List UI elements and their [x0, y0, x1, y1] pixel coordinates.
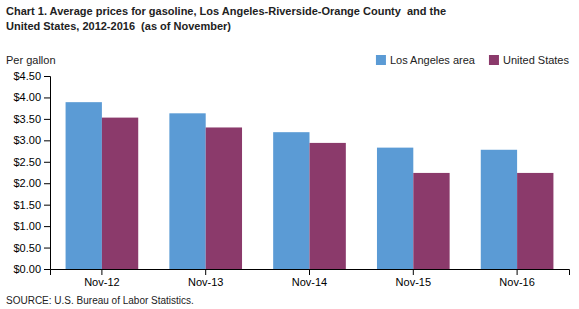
y-tick-label: $3.00 — [13, 134, 41, 146]
legend-swatch — [376, 55, 386, 65]
x-tick: Nov-14 — [292, 269, 327, 288]
y-tick-mark — [44, 269, 50, 270]
bar — [377, 148, 413, 269]
bar — [102, 118, 138, 269]
title: Chart 1. Average prices for gasoline, Lo… — [6, 5, 446, 32]
chart: Chart 1. Average prices for gasoline, Lo… — [0, 0, 579, 309]
y-tick-mark — [44, 183, 50, 184]
y-tick-label: $2.00 — [13, 177, 41, 189]
bar — [413, 173, 449, 269]
y-label: Per gallon — [6, 54, 56, 66]
bar — [273, 132, 309, 269]
legend: Los Angeles area United States — [376, 54, 570, 66]
legend-swatch — [489, 55, 499, 65]
y-tick-label: $1.50 — [13, 199, 41, 211]
x-tick: Nov-16 — [499, 269, 534, 288]
bar — [310, 143, 346, 269]
y-tick-label: $4.50 — [13, 70, 41, 82]
series — [102, 118, 554, 269]
y-tick-mark — [44, 97, 50, 98]
y-tick-label: $3.50 — [13, 113, 41, 125]
y-tick: $3.00 — [13, 134, 50, 146]
legend-label: United States — [503, 54, 570, 66]
y-tick: $2.00 — [13, 177, 50, 189]
y-tick: $3.50 — [13, 113, 50, 125]
plot: $0.00 $0.50 $1.00 $1.50 $2.00 $2.50 $3.00 $3.50… — [13, 70, 569, 288]
y-tick: $4.50 — [13, 70, 50, 82]
y-tick-label: $1.00 — [13, 220, 41, 232]
y-tick: $0.00 — [13, 263, 50, 275]
x-tick-label: Nov-14 — [292, 276, 327, 288]
y-tick-mark — [44, 140, 50, 141]
x-tick: Nov-13 — [188, 269, 223, 288]
x-tick-label: Nov-13 — [188, 276, 223, 288]
y-tick-label: $4.00 — [13, 91, 41, 103]
x-tick-mark — [101, 269, 102, 275]
y-tick-mark — [44, 76, 50, 77]
x-tick-mark — [205, 269, 206, 275]
bar — [169, 113, 205, 269]
y-tick-mark — [44, 248, 50, 249]
y-tick: $1.50 — [13, 199, 50, 211]
y-tick-mark — [44, 119, 50, 120]
x-tick-mark — [413, 269, 414, 275]
legend-label: Los Angeles area — [390, 54, 476, 66]
y-tick-mark — [44, 226, 50, 227]
legend-item: Los Angeles area — [376, 54, 476, 66]
bar — [66, 102, 102, 269]
y-tick: $2.50 — [13, 156, 50, 168]
legend-item: United States — [489, 54, 570, 66]
x-tick: Nov-12 — [84, 269, 119, 288]
x-tick: Nov-15 — [396, 269, 431, 288]
y-tick-label: $0.00 — [13, 263, 41, 275]
bars — [66, 102, 554, 269]
x-tick-label: Nov-15 — [396, 276, 431, 288]
bar — [206, 127, 242, 269]
x-axis: Nov-12 Nov-13 Nov-14 Nov-15 Nov-16 — [51, 269, 570, 288]
y-axis-line — [44, 77, 51, 270]
title-line: Chart 1. Average prices for gasoline, Lo… — [6, 5, 446, 17]
y-tick-mark — [44, 205, 50, 206]
x-tick-mark — [517, 269, 518, 275]
x-tick-label: Nov-16 — [499, 276, 534, 288]
x-tick-mark — [309, 269, 310, 275]
y-axis: $0.00 $0.50 $1.00 $1.50 $2.00 $2.50 $3.00 $3.50… — [13, 70, 50, 275]
y-tick: $1.00 — [13, 220, 50, 232]
x-tick-label: Nov-12 — [84, 276, 119, 288]
bar — [481, 150, 517, 269]
y-tick-mark — [44, 162, 50, 163]
y-tick-label: $2.50 — [13, 156, 41, 168]
y-tick-label: $0.50 — [13, 242, 41, 254]
y-tick: $4.00 — [13, 91, 50, 103]
bar — [517, 173, 553, 269]
x-axis-line — [51, 270, 570, 276]
title-line: United States, 2012-2016 (as of November… — [6, 20, 231, 32]
series — [66, 102, 518, 269]
annotation: SOURCE: U.S. Bureau of Labor Statistics. — [6, 295, 194, 306]
y-tick: $0.50 — [13, 242, 50, 254]
